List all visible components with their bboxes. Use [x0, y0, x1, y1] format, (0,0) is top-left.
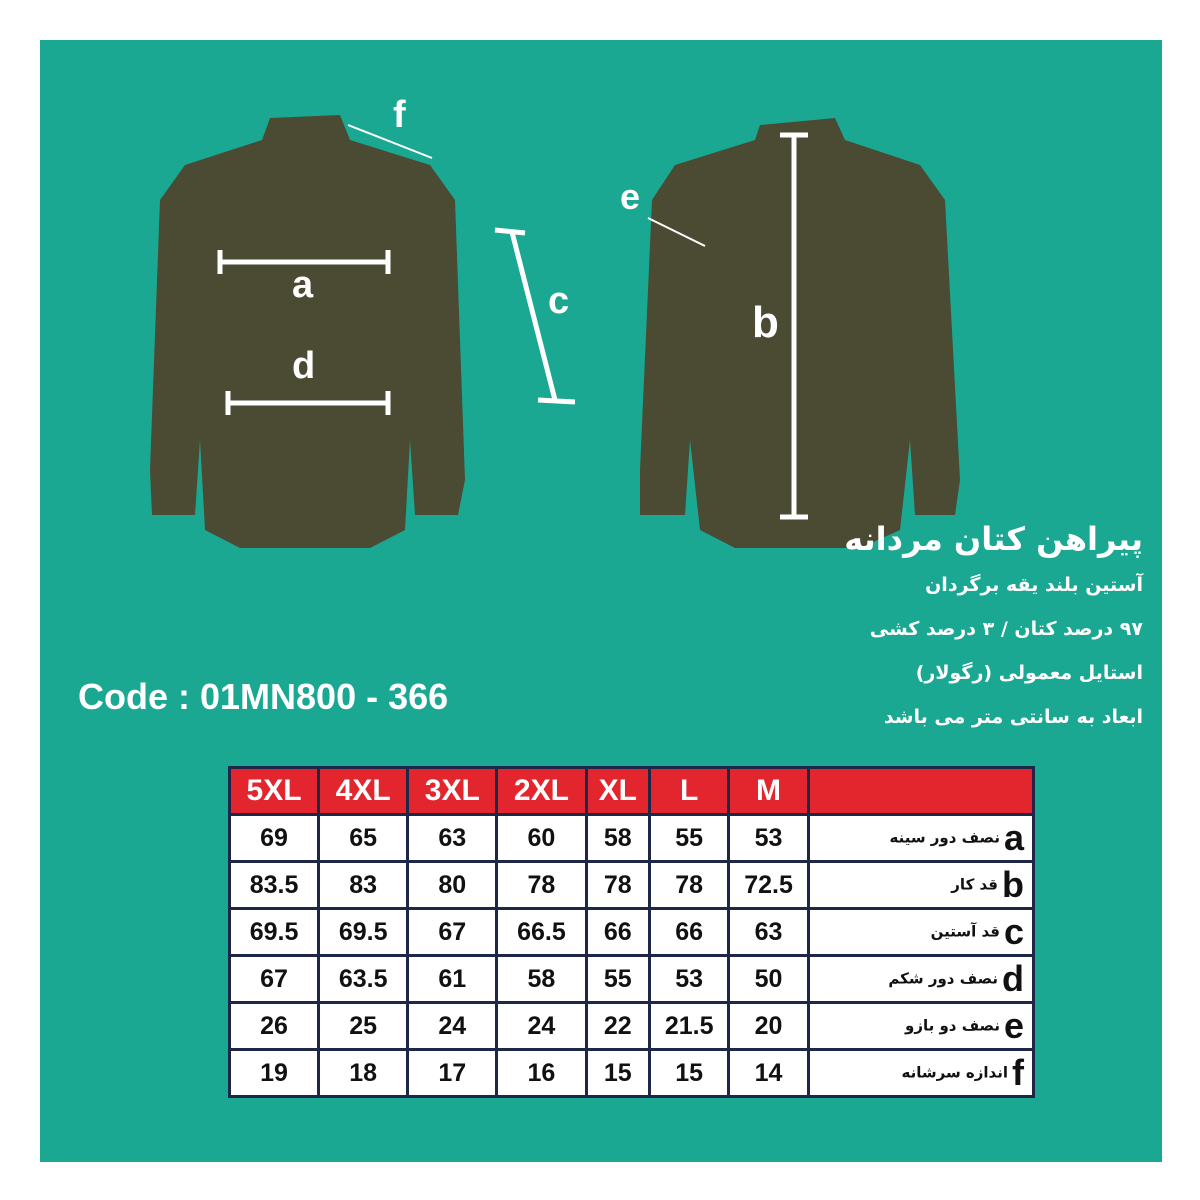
- row-key: f: [1012, 1052, 1024, 1093]
- size-header: M: [727, 766, 810, 816]
- label-c: c: [548, 280, 570, 322]
- table-row: 69.5 69.5 67 66.5 66 66 63 cقد آستین: [227, 907, 1036, 957]
- row-key: b: [1002, 864, 1024, 905]
- row-label-text: قد آستین: [930, 922, 1000, 941]
- table-cell: 83: [317, 860, 410, 910]
- product-line: استایل معمولی (رگولار): [915, 662, 1143, 684]
- table-cell: 60: [495, 813, 588, 863]
- row-key: d: [1002, 958, 1024, 999]
- row-label-text: اندازه سرشانه: [901, 1063, 1009, 1082]
- table-cell: 16: [495, 1048, 588, 1098]
- row-label: eنصف دو بازو: [806, 1001, 1036, 1051]
- header-blank: [806, 766, 1036, 816]
- table-cell: 66: [584, 907, 651, 957]
- table-cell: 55: [647, 813, 731, 863]
- table-row: 67 63.5 61 58 55 53 50 dنصف دور شکم: [227, 954, 1036, 1004]
- table-cell: 78: [647, 860, 731, 910]
- row-label: aنصف دور سینه: [806, 813, 1036, 863]
- table-cell: 22: [584, 1001, 651, 1051]
- table-cell: 19: [227, 1048, 321, 1098]
- table-cell: 50: [727, 954, 810, 1004]
- table-cell: 24: [406, 1001, 499, 1051]
- table-cell: 53: [727, 813, 810, 863]
- table-cell: 15: [584, 1048, 651, 1098]
- table-cell: 66: [647, 907, 731, 957]
- size-header: 4XL: [317, 766, 410, 816]
- label-a: a: [292, 264, 314, 306]
- shirt-back: [640, 118, 960, 548]
- table-cell: 61: [406, 954, 499, 1004]
- table-cell: 20: [727, 1001, 810, 1051]
- product-title: پیراهن کتان مردانه: [844, 520, 1143, 558]
- row-label: bقد کار: [806, 860, 1036, 910]
- table-cell: 63: [727, 907, 810, 957]
- table-cell: 58: [584, 813, 651, 863]
- table-cell: 25: [317, 1001, 410, 1051]
- header-row: 5XL 4XL 3XL 2XL XL L M: [227, 766, 1036, 816]
- size-table: 5XL 4XL 3XL 2XL XL L M 69 65 63 60 58 55 53 aنصف دور س…: [227, 766, 1036, 1098]
- table-cell: 63: [406, 813, 499, 863]
- product-line: ابعاد به سانتی متر می باشد: [883, 706, 1143, 728]
- table-row: 69 65 63 60 58 55 53 aنصف دور سینه: [227, 813, 1036, 863]
- table-cell: 63.5: [317, 954, 410, 1004]
- table-cell: 78: [495, 860, 588, 910]
- size-header: L: [647, 766, 731, 816]
- table-cell: 72.5: [727, 860, 810, 910]
- row-label-text: نصف دو بازو: [905, 1016, 1000, 1035]
- table-cell: 58: [495, 954, 588, 1004]
- product-code: Code : 01MN800 - 366: [78, 676, 449, 717]
- table-cell: 24: [495, 1001, 588, 1051]
- table-cell: 53: [647, 954, 731, 1004]
- table-cell: 55: [584, 954, 651, 1004]
- table-cell: 18: [317, 1048, 410, 1098]
- size-header: XL: [584, 766, 651, 816]
- size-header: 2XL: [495, 766, 588, 816]
- size-header: 3XL: [406, 766, 499, 816]
- table-cell: 69: [227, 813, 321, 863]
- table-cell: 80: [406, 860, 499, 910]
- row-key: e: [1003, 1005, 1024, 1046]
- table-cell: 66.5: [495, 907, 588, 957]
- table-cell: 69.5: [317, 907, 410, 957]
- size-header: 5XL: [227, 766, 321, 816]
- row-label: fاندازه سرشانه: [806, 1048, 1036, 1098]
- table-cell: 69.5: [227, 907, 321, 957]
- product-line: ۹۷ درصد کتان / ۳ درصد کشی: [869, 618, 1143, 640]
- table-cell: 67: [227, 954, 321, 1004]
- row-label: cقد آستین: [806, 907, 1036, 957]
- product-line: آستین بلند یقه برگردان: [925, 574, 1143, 596]
- table-cell: 65: [317, 813, 410, 863]
- measure-lines: [217, 124, 808, 520]
- label-b: b: [752, 298, 779, 347]
- table-cell: 26: [227, 1001, 321, 1051]
- table-cell: 67: [406, 907, 499, 957]
- row-label-text: نصف دور شکم: [888, 969, 998, 988]
- table-row: 83.5 83 80 78 78 78 72.5 bقد کار: [227, 860, 1036, 910]
- table-cell: 78: [584, 860, 651, 910]
- row-label: dنصف دور شکم: [806, 954, 1036, 1004]
- table-cell: 14: [727, 1048, 810, 1098]
- label-e: e: [620, 176, 641, 217]
- table-row: 19 18 17 16 15 15 14 fاندازه سرشانه: [227, 1048, 1036, 1098]
- table-cell: 21.5: [647, 1001, 731, 1051]
- shirt-front: [150, 115, 465, 548]
- row-key: a: [1003, 817, 1024, 858]
- table-cell: 17: [406, 1048, 499, 1098]
- label-d: d: [292, 345, 316, 387]
- table-row: 26 25 24 24 22 21.5 20 eنصف دو بازو: [227, 1001, 1036, 1051]
- table-cell: 83.5: [227, 860, 321, 910]
- label-f: f: [393, 94, 406, 136]
- table-cell: 15: [647, 1048, 731, 1098]
- row-label-text: قد کار: [951, 875, 998, 894]
- row-key: c: [1003, 911, 1024, 952]
- row-label-text: نصف دور سینه: [889, 828, 1000, 847]
